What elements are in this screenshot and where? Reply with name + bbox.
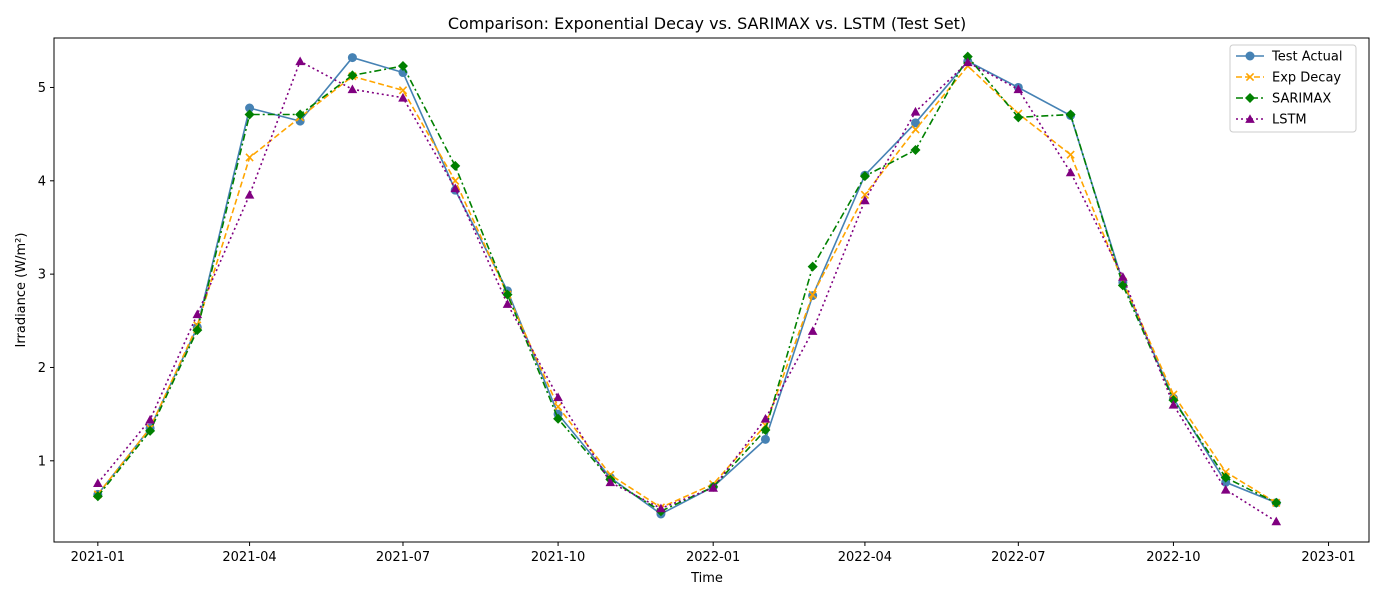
data-point-sarimax: [1013, 112, 1024, 123]
data-point-test-actual: [760, 434, 770, 444]
data-point-lstm: [398, 92, 408, 102]
data-point-lstm: [1065, 167, 1076, 177]
legend-label: LSTM: [1272, 113, 1307, 128]
data-point-sarimax: [859, 171, 870, 182]
data-point-exp-decay: [553, 402, 563, 411]
legend-label: Test Actual: [1271, 50, 1342, 65]
data-point-lstm: [860, 195, 870, 205]
data-point-exp-decay: [398, 86, 408, 95]
legend-marker: [1245, 72, 1255, 82]
legend-label: SARIMAX: [1272, 92, 1331, 107]
y-tick-label: 2: [38, 361, 46, 376]
data-point-sarimax: [347, 70, 358, 81]
data-point-lstm: [553, 392, 563, 402]
data-point-lstm: [450, 183, 461, 193]
legend-item-lstm: LSTM: [1236, 113, 1307, 128]
data-point-exp-decay: [1169, 390, 1178, 399]
data-point-exp-decay: [1066, 150, 1075, 159]
data-point-sarimax: [962, 51, 973, 62]
legend-label: Exp Decay: [1272, 71, 1341, 86]
data-point-lstm: [295, 56, 305, 66]
y-tick-label: 3: [38, 268, 46, 283]
data-point-lstm: [1271, 516, 1282, 526]
chart-title: Comparison: Exponential Decay vs. SARIMA…: [448, 14, 966, 33]
data-point-sarimax: [92, 491, 103, 502]
data-point-lstm: [807, 326, 818, 335]
data-point-sarimax: [1271, 497, 1282, 508]
data-point-lstm: [708, 483, 718, 492]
x-axis: 2021-01 2021-04 2021-07 2021-10 2022-01 2022-…: [71, 542, 1356, 565]
x-tick-label: 2022-10: [1146, 550, 1200, 565]
x-tick-label: 2021-07: [376, 550, 430, 565]
x-tick-label: 2022-04: [838, 550, 892, 565]
series-test-actual: [93, 53, 1281, 519]
data-point-lstm: [1013, 84, 1024, 94]
data-point-sarimax: [1220, 472, 1231, 483]
data-point-sarimax: [145, 425, 156, 436]
data-point-lstm: [93, 478, 103, 488]
data-point-lstm: [1118, 272, 1128, 281]
data-point-lstm: [192, 309, 203, 319]
data-point-sarimax: [910, 145, 921, 155]
data-point-lstm: [1220, 484, 1231, 494]
data-point-sarimax: [295, 109, 306, 120]
x-axis-label: Time: [690, 571, 723, 586]
series-sarimax: [92, 51, 1282, 517]
legend-item-exp-decay: Exp Decay: [1236, 71, 1341, 86]
x-tick-label: 2021-04: [222, 550, 276, 565]
data-point-sarimax: [1065, 109, 1076, 120]
legend-item-test-actual: Test Actual: [1236, 50, 1342, 65]
legend-marker: [1245, 93, 1255, 103]
data-point-exp-decay: [808, 290, 817, 299]
data-point-lstm: [1168, 400, 1179, 409]
data-point-sarimax: [807, 261, 818, 272]
series-exp-decay: [93, 61, 1281, 512]
data-point-sarimax: [192, 325, 203, 336]
series-line-lstm: [97, 60, 1277, 523]
data-point-test-actual: [245, 103, 255, 113]
legend-box: [1229, 44, 1357, 133]
data-point-sarimax: [450, 160, 461, 171]
series-line-exp-decay: [97, 64, 1277, 509]
data-point-lstm: [962, 57, 973, 67]
y-tick-label: 1: [38, 454, 46, 469]
data-point-lstm: [502, 299, 513, 308]
legend: Test Actual Exp Decay SARIMAX LSTM: [1229, 44, 1357, 133]
legend-item-sarimax: SARIMAX: [1236, 92, 1331, 107]
data-point-lstm: [605, 477, 616, 487]
data-point-exp-decay: [860, 190, 870, 199]
data-point-lstm: [244, 190, 255, 199]
series-line-sarimax: [97, 55, 1277, 513]
y-axis: 1 2 3 4 5: [38, 81, 54, 469]
data-point-lstm: [760, 414, 771, 423]
data-point-lstm: [656, 503, 666, 513]
legend-marker: [1245, 51, 1255, 61]
data-point-lstm: [347, 84, 358, 94]
data-point-test-actual: [910, 118, 920, 128]
series-line-test-actual: [97, 56, 1277, 515]
y-tick-label: 4: [38, 174, 46, 189]
data-point-sarimax: [760, 425, 771, 435]
x-tick-label: 2021-01: [71, 550, 125, 565]
x-tick-label: 2021-10: [531, 550, 585, 565]
y-axis-label: Irradiance (W/m²): [14, 233, 29, 348]
x-tick-label: 2022-07: [991, 550, 1045, 565]
plot-frame: [53, 37, 1370, 543]
x-tick-label: 2022-01: [686, 550, 740, 565]
legend-marker: [1245, 114, 1255, 123]
data-point-exp-decay: [245, 153, 254, 162]
data-point-test-actual: [347, 53, 357, 63]
series-lstm: [93, 56, 1282, 526]
y-tick-label: 5: [38, 81, 46, 96]
data-point-lstm: [145, 414, 155, 424]
x-tick-label: 2023-01: [1301, 550, 1355, 565]
data-point-exp-decay: [911, 125, 920, 134]
data-point-sarimax: [244, 109, 255, 120]
data-point-lstm: [910, 106, 921, 116]
data-point-sarimax: [553, 413, 564, 424]
data-point-sarimax: [397, 61, 408, 71]
plot-area: [92, 51, 1282, 526]
